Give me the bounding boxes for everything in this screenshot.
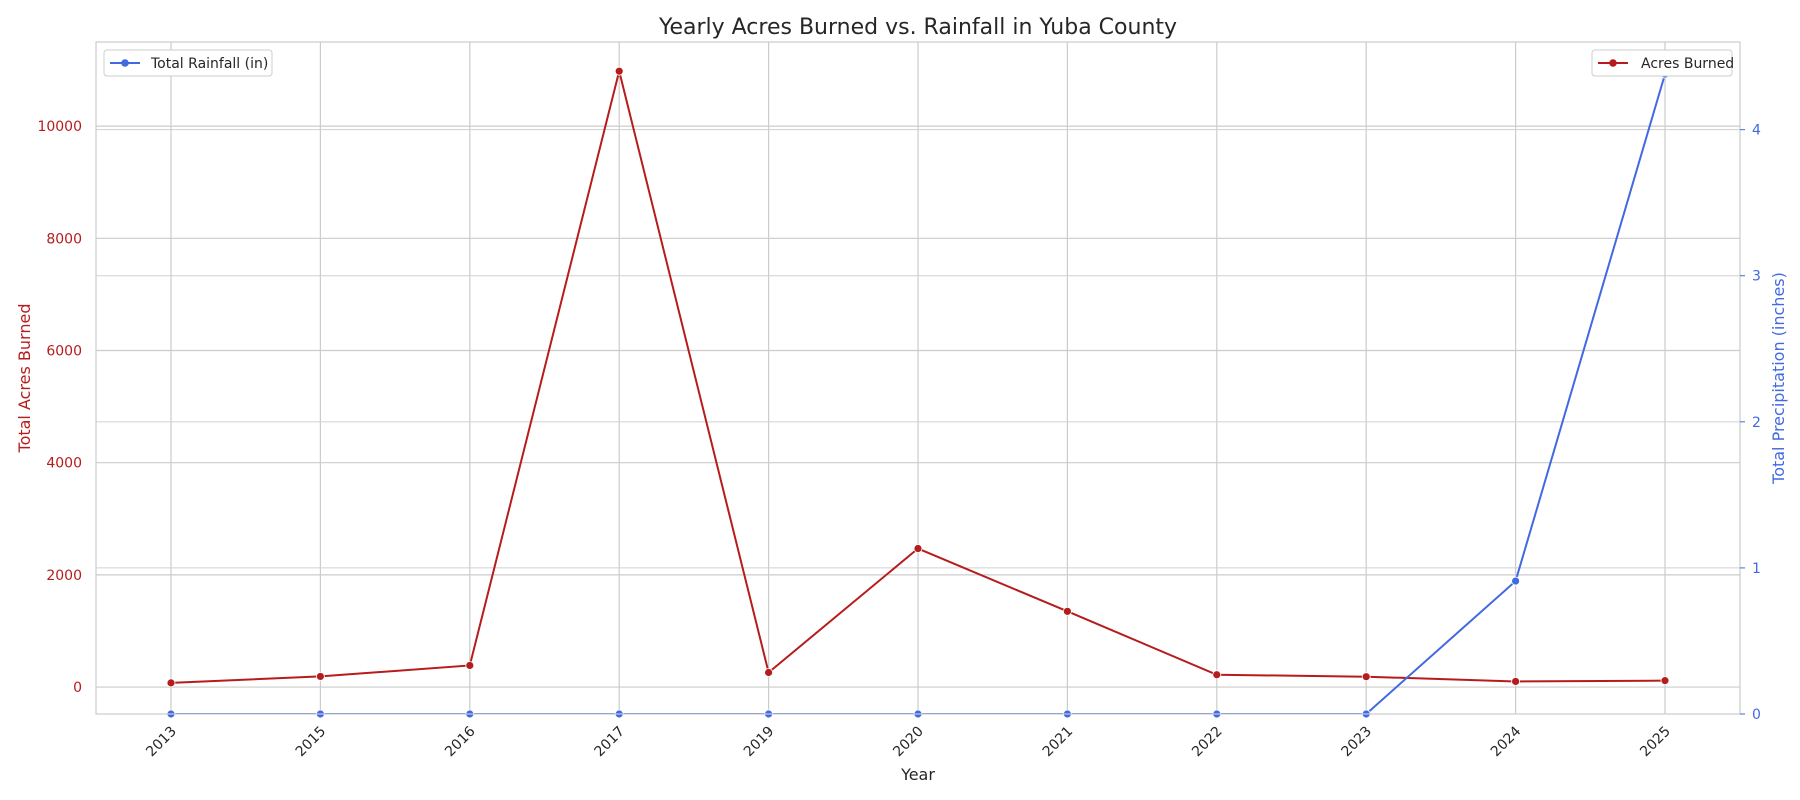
legend-acres-marker xyxy=(1609,59,1617,67)
y-left-tick-label: 0 xyxy=(73,680,82,696)
x-axis-label: Year xyxy=(900,765,935,784)
x-tick-label: 2017 xyxy=(592,724,629,761)
acres-burned-point xyxy=(315,672,325,681)
y-right-tick-label: 1 xyxy=(1752,561,1761,577)
legend-rainfall-box xyxy=(103,49,273,77)
x-tick-label: 2022 xyxy=(1189,724,1226,761)
y-axis-right-label: Total Precipitation (inches) xyxy=(1769,272,1788,485)
x-tick-label: 2016 xyxy=(442,723,479,760)
x-tick-label: 2025 xyxy=(1637,724,1674,761)
y-left-tick-label: 6000 xyxy=(46,344,82,360)
legend-acres-box xyxy=(1591,49,1733,77)
acres-burned-point xyxy=(913,544,923,553)
series-layer xyxy=(166,66,1670,719)
y-right-tick-label: 4 xyxy=(1752,123,1761,139)
legend-rainfall-label: Total Rainfall (in) xyxy=(150,56,268,72)
y-right-tick-label: 3 xyxy=(1752,269,1761,285)
rainfall-point xyxy=(1511,576,1520,586)
x-tick-label: 2021 xyxy=(1040,724,1077,761)
acres-burned-point xyxy=(166,678,176,688)
y-left-tick-label: 8000 xyxy=(46,231,82,247)
x-tick-label: 2020 xyxy=(890,724,927,761)
y-left-tick-label: 4000 xyxy=(46,456,82,472)
x-tick-label: 2023 xyxy=(1339,724,1376,761)
y-axis-left-label: Total Acres Burned xyxy=(15,304,34,454)
acres-burned-point xyxy=(465,661,475,670)
y-right-tick-label: 2 xyxy=(1752,415,1761,431)
acres-burned-point xyxy=(1660,676,1670,686)
x-tick-label: 2015 xyxy=(293,724,330,761)
y-right-tick-label: 0 xyxy=(1752,707,1761,723)
acres-burned-point xyxy=(1063,606,1072,616)
acres-burned-point xyxy=(1361,672,1371,682)
acres-burned-point xyxy=(764,668,773,677)
x-tick-label: 2013 xyxy=(143,724,180,761)
chart-title: Yearly Acres Burned vs. Rainfall in Yuba… xyxy=(658,15,1177,40)
legend-acres-label: Acres Burned xyxy=(1641,56,1734,72)
legend-rainfall-marker xyxy=(121,59,129,67)
rainfall-line xyxy=(171,73,1666,714)
acres-burned-point xyxy=(1511,677,1520,686)
y-left-tick-label: 2000 xyxy=(46,568,82,584)
acres-burned-point xyxy=(614,66,624,76)
legend-acres: Acres Burned xyxy=(1591,49,1734,77)
legend-rainfall: Total Rainfall (in) xyxy=(103,49,273,77)
grid-layer xyxy=(96,42,1740,714)
acres-burned-point xyxy=(1212,670,1222,680)
plot-frame xyxy=(95,41,1741,715)
y-left-tick-label: 10000 xyxy=(37,119,82,135)
tick-layer: 2013 2015 2016 2017 2019 2020 2021 2022 2023 2024… xyxy=(37,119,1761,760)
x-tick-label: 2019 xyxy=(741,724,778,761)
x-tick-label: 2024 xyxy=(1488,723,1525,760)
